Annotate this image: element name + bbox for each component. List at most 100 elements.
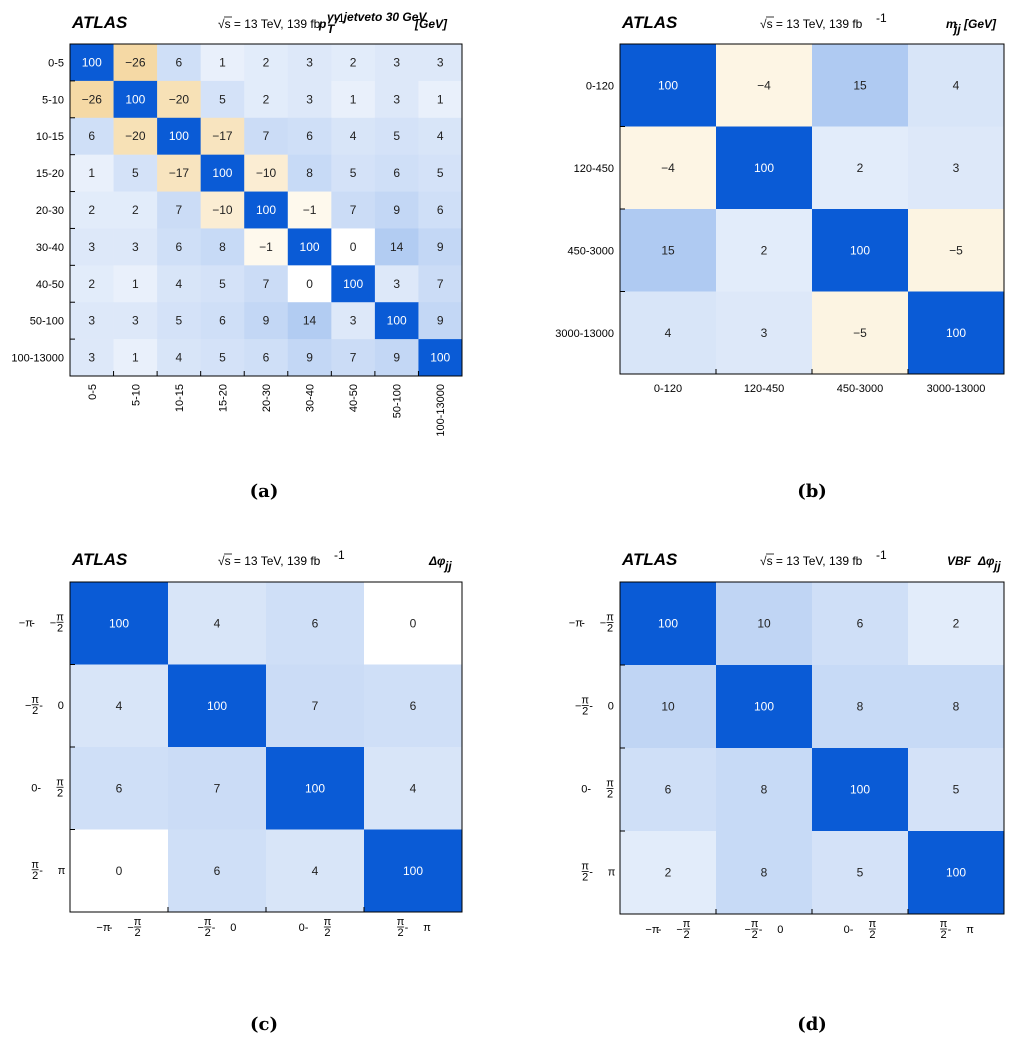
svg-text:−: −: [198, 922, 204, 934]
heatmap-cell: [70, 154, 114, 192]
heatmap-cell: [113, 154, 158, 192]
cell-value: 100: [82, 55, 102, 69]
cell-value: 4: [437, 129, 444, 143]
y-tick-label: 100-13000: [11, 353, 64, 365]
cell-value: 5: [857, 866, 864, 880]
cell-value: 100: [125, 92, 145, 106]
x-tick-label: 3000-13000: [927, 383, 986, 395]
heatmap-cell: [70, 302, 114, 340]
svg-text:π: π: [324, 916, 332, 928]
subfigure-label: (a): [250, 481, 279, 502]
variable-prefix: VBF: [947, 554, 972, 568]
svg-text:π: π: [606, 778, 614, 790]
svg-text:π: π: [58, 865, 66, 877]
x-tick-label: − π2 - 0: [198, 916, 237, 939]
energy-lumi-label: √s = 13 TeV, 139 fb: [760, 554, 863, 568]
cell-value: 100: [207, 699, 227, 713]
heatmap-cell: [812, 748, 909, 832]
heatmap-cell: [812, 291, 909, 375]
heatmap-cell: [418, 191, 463, 229]
heatmap-cell: [620, 748, 717, 832]
heatmap-cell: [331, 265, 376, 303]
svg-text:π: π: [966, 924, 974, 936]
energy-exponent: -1: [876, 11, 887, 25]
cell-value: 100: [658, 78, 678, 92]
heatmap-cell: [70, 664, 169, 748]
svg-text:0: 0: [581, 784, 587, 796]
heatmap-cell: [157, 80, 201, 119]
heatmap-cell: [157, 154, 201, 192]
heatmap-cell: [812, 831, 909, 915]
x-tick-label: 50-100: [392, 384, 404, 418]
x-tick-label: − π2 - 0: [745, 918, 784, 941]
cell-value: 100: [169, 129, 189, 143]
heatmap-cell: [331, 302, 376, 340]
cell-value: 9: [437, 240, 444, 254]
variable-subscript: jj: [952, 22, 961, 36]
x-tick-label: 5-10: [130, 384, 142, 406]
heatmap-cell: [113, 44, 158, 82]
heatmap-cell: [168, 747, 267, 830]
svg-text:−π: −π: [569, 618, 583, 630]
cell-value: 10: [757, 617, 771, 631]
heatmap-cell: [200, 117, 245, 155]
variable-label: Δφ jj: [428, 554, 452, 573]
heatmap-cell: [266, 664, 365, 748]
correlation-panel-c: 100 4 6 04 100 7 66 7 100 40 6 4 100−π - − π2−π - − π2…: [19, 548, 463, 1035]
heatmap-cell: [331, 44, 376, 82]
cell-value: −20: [125, 129, 146, 143]
cell-value: 3: [393, 92, 400, 106]
cell-value: 4: [953, 78, 960, 92]
variable-main: Δφ: [977, 554, 995, 568]
svg-text:-: -: [589, 867, 593, 879]
heatmap-cell: [266, 747, 365, 830]
x-tick-label: 15-20: [217, 384, 229, 412]
x-tick-label: 0 - π2: [844, 918, 877, 941]
cell-value: 4: [176, 351, 183, 365]
svg-text:0: 0: [608, 701, 614, 713]
heatmap-cell: [908, 748, 1005, 832]
x-tick-label: 0-5: [87, 384, 99, 400]
heatmap-cell: [266, 582, 365, 665]
heatmap-cell: [812, 44, 909, 127]
cell-value: 6: [312, 616, 319, 630]
heatmap-cell: [287, 117, 332, 155]
plot-frame: [69, 43, 463, 377]
y-tick-label: 450-3000: [568, 245, 615, 257]
x-tick-label: 10-15: [174, 384, 186, 412]
cell-value: 9: [437, 314, 444, 328]
heatmap-cell: [620, 291, 717, 375]
cell-value: 6: [88, 129, 95, 143]
svg-text:−: −: [575, 701, 581, 713]
cell-value: 1: [132, 277, 139, 291]
cell-value: 5: [393, 129, 400, 143]
y-tick-label: 0-5: [48, 57, 64, 69]
cell-value: 1: [437, 92, 444, 106]
svg-text:2: 2: [607, 789, 613, 801]
svg-text:π: π: [606, 612, 614, 624]
heatmap-cell: [908, 291, 1005, 375]
heatmap-cell: [418, 44, 463, 82]
energy-lumi-label: √s = 13 TeV, 139 fb: [218, 17, 321, 31]
heatmap-cell: [374, 228, 419, 266]
svg-text:π: π: [423, 922, 431, 934]
heatmap-cell: [364, 829, 463, 913]
cell-value: 1: [132, 351, 139, 365]
atlas-label: ATLAS: [621, 13, 678, 32]
cell-value: −1: [259, 240, 273, 254]
energy-exponent: -1: [876, 548, 887, 562]
heatmap-cell: [374, 265, 419, 303]
cell-value: 8: [953, 700, 960, 714]
heatmap-cell: [331, 80, 376, 119]
cell-value: 3: [393, 55, 400, 69]
svg-text:2: 2: [941, 929, 947, 941]
cell-value: 100: [403, 864, 423, 878]
y-tick-label: 0 - π2: [581, 778, 614, 801]
cell-value: 100: [850, 243, 870, 257]
heatmap-cell: [287, 80, 332, 119]
heatmap-cell: [244, 265, 289, 303]
heatmap-cell: [620, 209, 717, 292]
cell-value: 4: [214, 616, 221, 630]
heatmap-cell: [374, 80, 419, 119]
svg-text:π: π: [397, 916, 405, 928]
